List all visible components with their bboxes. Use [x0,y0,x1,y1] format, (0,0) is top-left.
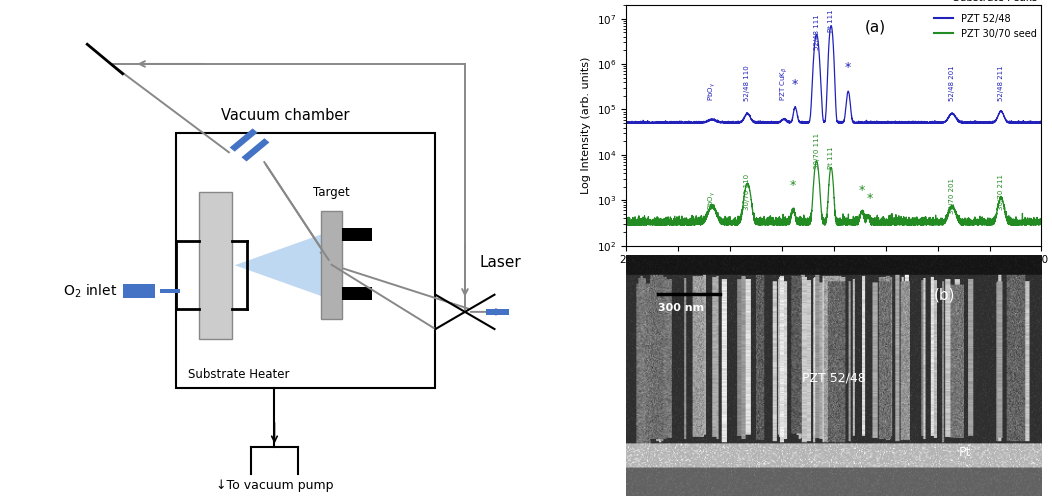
Text: 30/70 111: 30/70 111 [813,132,820,168]
Text: PbO$_\gamma$: PbO$_\gamma$ [706,82,717,102]
Text: Pt 111: Pt 111 [828,146,834,168]
Y-axis label: Log Intensity (arb. units): Log Intensity (arb. units) [581,57,591,194]
Text: (b): (b) [934,288,955,303]
Polygon shape [160,289,180,294]
Bar [321,211,342,319]
Text: O$_2$ inlet: O$_2$ inlet [62,282,117,300]
Text: Vacuum chamber: Vacuum chamber [221,108,349,123]
Text: 300 nm: 300 nm [658,303,704,313]
Text: *: * [858,184,865,197]
Text: Laser: Laser [480,256,522,270]
Text: 52/48 111: 52/48 111 [813,15,820,51]
Text: 52/48 110: 52/48 110 [745,66,750,102]
Text: 52/48 211: 52/48 211 [998,66,1004,102]
Text: PZT CuK$_\beta$: PZT CuK$_\beta$ [778,67,790,102]
Legend: PZT 52/48, PZT 30/70 seed: PZT 52/48, PZT 30/70 seed [930,10,1040,43]
Text: *: * [845,61,851,74]
Polygon shape [229,128,258,152]
Text: Pt 111: Pt 111 [828,10,834,33]
Bar [342,288,371,300]
Polygon shape [235,233,326,298]
Text: PZT 52/48: PZT 52/48 [803,371,866,384]
Text: ↓To vacuum pump: ↓To vacuum pump [216,479,333,492]
Bar [176,133,436,388]
Text: PbO$_\gamma$: PbO$_\gamma$ [706,191,717,210]
Bar [200,191,231,339]
Text: Pt: Pt [958,446,971,459]
Bar [342,228,371,240]
Text: *: * [790,179,796,192]
Polygon shape [242,138,269,161]
Bar [123,284,155,298]
Text: 30/70 211: 30/70 211 [998,174,1004,210]
Text: 30/70 110: 30/70 110 [745,174,750,210]
Text: (a): (a) [865,19,886,34]
Text: Target: Target [313,186,350,199]
X-axis label: 2θ (deg): 2θ (deg) [807,271,861,284]
Text: *Substrate Peaks: *Substrate Peaks [948,0,1037,3]
Text: 30/70 201: 30/70 201 [949,178,955,214]
Text: *: * [792,79,798,91]
Text: Substrate Heater: Substrate Heater [188,368,290,381]
Polygon shape [486,309,509,315]
Text: 52/48 201: 52/48 201 [949,66,955,102]
Text: *: * [867,192,873,205]
